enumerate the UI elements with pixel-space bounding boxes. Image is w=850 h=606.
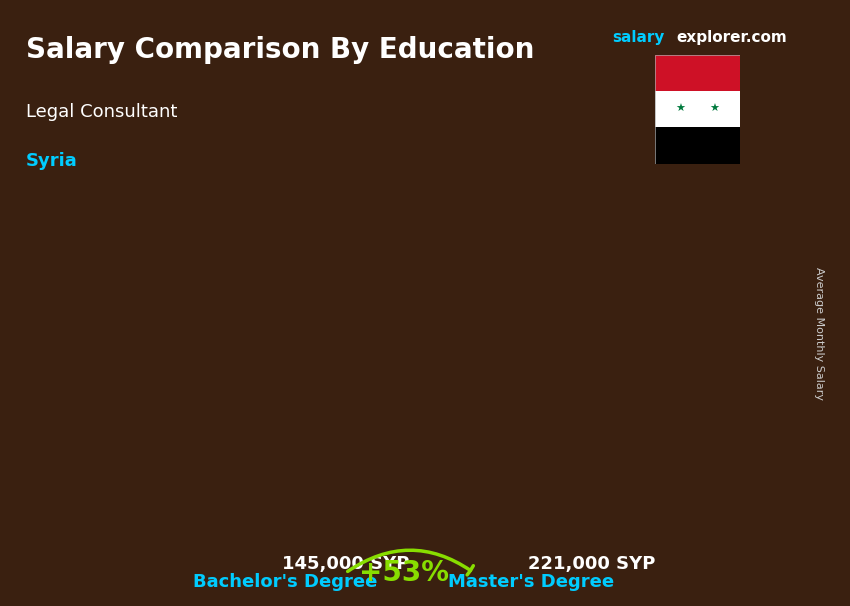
Text: 221,000 SYP: 221,000 SYP: [528, 555, 655, 573]
Text: Salary Comparison By Education: Salary Comparison By Education: [26, 36, 534, 64]
Polygon shape: [654, 55, 740, 91]
Text: Bachelor's Degree: Bachelor's Degree: [193, 573, 377, 591]
Text: +53%: +53%: [359, 559, 449, 587]
Polygon shape: [654, 127, 740, 164]
Text: ★: ★: [675, 104, 685, 114]
Text: Legal Consultant: Legal Consultant: [26, 103, 177, 121]
Text: 145,000 SYP: 145,000 SYP: [281, 555, 409, 573]
Text: explorer.com: explorer.com: [677, 30, 787, 45]
Text: Syria: Syria: [26, 152, 77, 170]
Text: Average Monthly Salary: Average Monthly Salary: [814, 267, 824, 400]
Text: salary: salary: [612, 30, 665, 45]
Text: Master's Degree: Master's Degree: [448, 573, 615, 591]
Polygon shape: [654, 91, 740, 127]
Text: ★: ★: [709, 104, 719, 114]
